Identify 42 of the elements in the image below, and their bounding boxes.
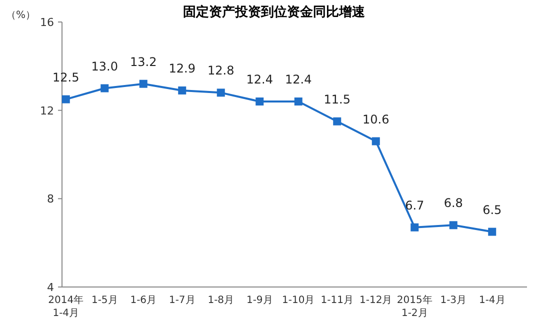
- chart-title: 固定资产投资到位资金同比增速: [183, 4, 366, 20]
- point: [410, 223, 419, 232]
- x-tick-label: 1-3月: [440, 295, 467, 306]
- x-tick-label: 2015年 1-2月: [396, 294, 432, 319]
- x-tick-label: 1-4月: [478, 295, 506, 306]
- x-tick-label: 1-11月: [320, 295, 354, 306]
- x-tick-label: 1-12月: [360, 295, 392, 306]
- data-label: 12.4: [285, 72, 312, 86]
- point: [139, 80, 148, 88]
- point: [216, 88, 225, 97]
- data-label: 6.8: [444, 196, 463, 210]
- data-label: 13.0: [91, 59, 118, 74]
- point: [449, 221, 458, 230]
- x-tick-label: 1-7月: [168, 295, 196, 306]
- y-axis-title: （%）: [6, 10, 36, 21]
- point: [294, 98, 302, 106]
- point: [100, 84, 109, 92]
- data-label: 11.5: [324, 92, 350, 106]
- point: [178, 86, 186, 94]
- x-tick-label: 1-5月: [91, 295, 118, 306]
- y-tick-label: 12: [40, 104, 54, 118]
- data-label: 13.2: [130, 54, 157, 69]
- x-tick-label: 1-10月: [282, 295, 315, 306]
- point: [488, 228, 496, 236]
- data-label: 6.7: [405, 198, 424, 212]
- x-tick-label: 1-6月: [130, 295, 157, 306]
- data-label: 6.5: [482, 202, 502, 217]
- x-tick-label: 1-8月: [208, 295, 234, 306]
- data-label: 12.5: [52, 70, 80, 84]
- x-tick-label: 2014年 1-4月: [48, 294, 84, 319]
- y-tick-label: 4: [47, 281, 54, 294]
- point: [372, 137, 380, 146]
- y-tick-label: 16: [40, 16, 54, 29]
- point: [62, 95, 70, 104]
- point: [256, 98, 264, 106]
- data-label: 12.4: [246, 72, 273, 86]
- point: [333, 117, 342, 126]
- data-label: 12.8: [208, 64, 234, 78]
- x-tick-label: 1-9月: [246, 295, 273, 306]
- y-tick-label: 8: [47, 192, 54, 206]
- data-label: 12.9: [168, 61, 196, 76]
- data-label: 10.6: [362, 112, 390, 126]
